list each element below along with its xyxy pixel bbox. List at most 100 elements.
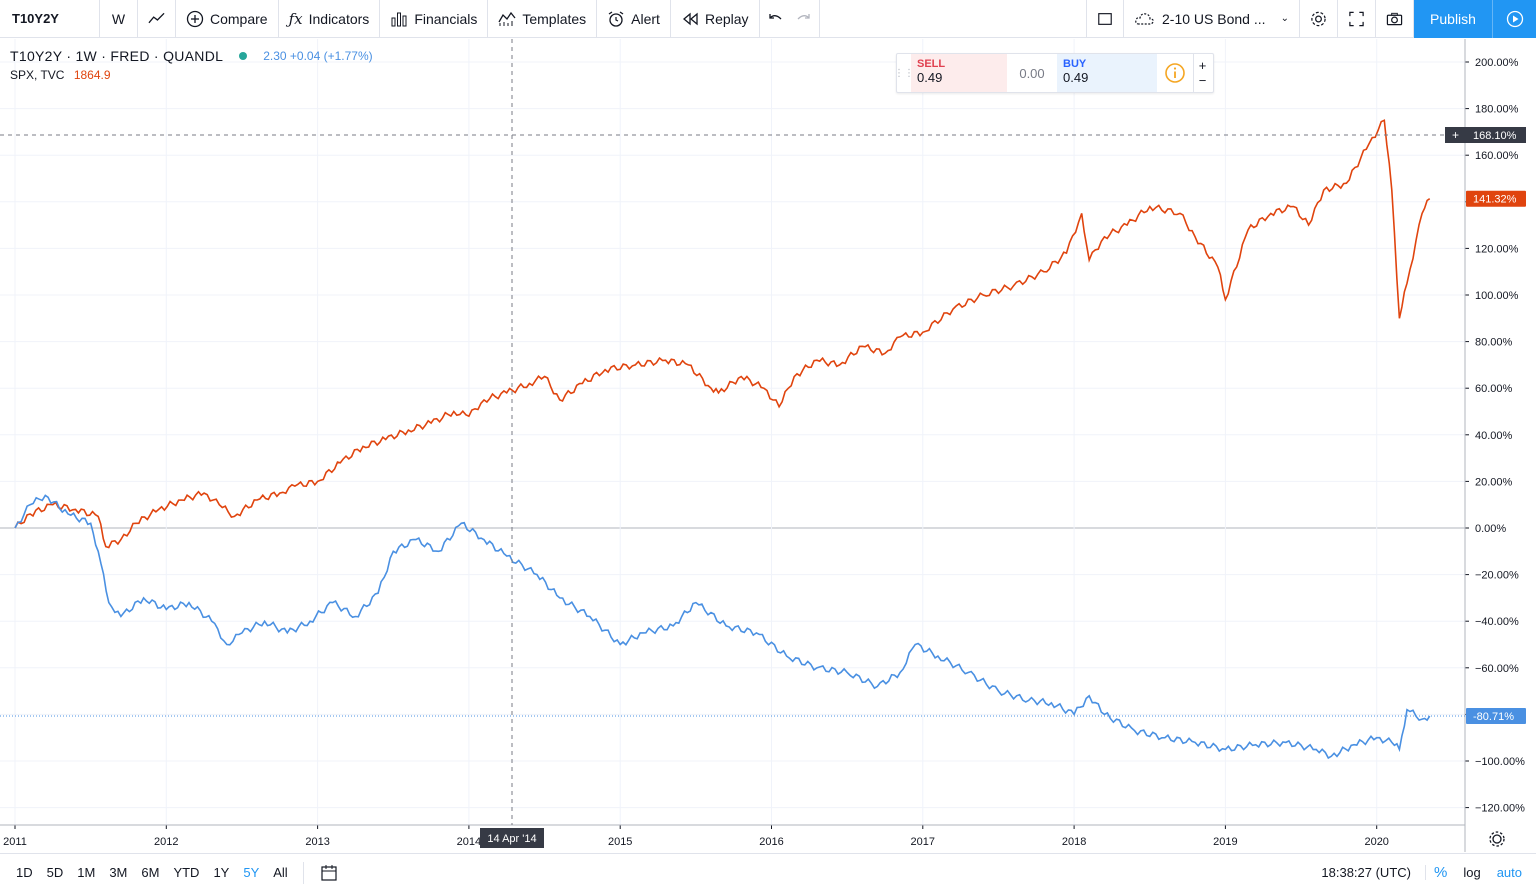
axis-settings-gear-icon[interactable] (1489, 831, 1505, 847)
redo-icon (797, 13, 810, 19)
range-button-1m[interactable]: 1M (77, 865, 96, 880)
legend-compare-row[interactable]: SPX, TVC 1864.9 (10, 68, 373, 82)
chart-canvas[interactable]: 200.00%180.00%160.00%140.00%120.00%100.0… (0, 39, 1536, 852)
legend-compare-symbol: SPX, TVC (10, 68, 65, 82)
buy-label: BUY (1063, 58, 1087, 70)
x-tick-label: 2012 (154, 836, 178, 848)
add-alert-plus-icon[interactable]: + (1452, 128, 1459, 142)
line-chart-icon (148, 12, 165, 23)
publish-button[interactable]: Publish (1414, 0, 1492, 38)
x-tick-label: 2018 (1062, 836, 1086, 848)
layout-selector[interactable]: 2-10 US Bond ... ⌄ (1124, 0, 1300, 38)
t10y2y-last-badge-bg (1466, 708, 1526, 725)
crosshair-date-bg (480, 828, 544, 848)
financials-button[interactable]: Financials (380, 0, 489, 38)
publish-menu-button[interactable] (1492, 0, 1536, 38)
indicators-button[interactable]: ƒx Indicators (279, 0, 381, 38)
calendar-icon (321, 864, 337, 881)
percent-scale-toggle[interactable]: % (1433, 864, 1448, 881)
redo-button[interactable] (790, 0, 820, 38)
bar-chart-icon (391, 12, 407, 26)
log-scale-toggle[interactable]: log (1463, 865, 1481, 880)
symbol-label: T10Y2Y (12, 11, 59, 26)
range-button-5d[interactable]: 5D (46, 865, 64, 880)
series-line-t10y2y[interactable] (14, 494, 1431, 760)
chart-style-button[interactable] (138, 0, 176, 38)
y-tick-label: −40.00% (1475, 616, 1519, 628)
function-icon: ƒx (288, 9, 303, 28)
fullscreen-layout-button[interactable] (1086, 0, 1124, 38)
undo-button[interactable] (760, 0, 790, 38)
layout-name: 2-10 US Bond ... (1162, 10, 1266, 27)
info-button[interactable] (1157, 54, 1193, 92)
auto-scale-toggle[interactable]: auto (1496, 865, 1522, 880)
range-button-all[interactable]: All (273, 865, 288, 880)
range-button-1y[interactable]: 1Y (213, 865, 230, 880)
replay-label: Replay (704, 10, 749, 27)
compare-label: Compare (210, 10, 268, 27)
undo-icon (768, 13, 782, 19)
interval-button[interactable]: W (100, 0, 138, 38)
replay-button[interactable]: Replay (671, 0, 760, 38)
legend-main-row[interactable]: T10Y2Y · 1W · FRED · QUANDL 2.30 +0.04 (… (10, 48, 373, 64)
alert-button[interactable]: Alert (597, 0, 671, 38)
trade-widget: ⋮⋮ SELL 0.49 0.00 BUY 0.49 + − (894, 53, 1214, 93)
templates-icon (498, 11, 516, 26)
compare-button[interactable]: Compare (176, 0, 279, 38)
alarm-clock-icon (608, 10, 624, 27)
x-tick-label: 2015 (608, 836, 632, 848)
date-range-group: 1D 5D 1M 3M 6M YTD 1Y 5Y All (0, 865, 295, 880)
x-tick-label: 2020 (1364, 836, 1388, 848)
series-line-spx[interactable] (14, 119, 1431, 549)
legend-main-symbol: T10Y2Y · 1W · FRED · QUANDL (10, 48, 224, 64)
market-status-icon (239, 52, 248, 60)
publish-label: Publish (1430, 10, 1476, 27)
y-tick-label: 60.00% (1475, 383, 1513, 395)
drag-handle-icon[interactable]: ⋮⋮ (894, 67, 914, 79)
sell-button[interactable]: SELL 0.49 (911, 54, 1007, 92)
templates-label: Templates (522, 10, 587, 27)
range-button-5y[interactable]: 5Y (243, 865, 260, 880)
crosshair-price-label: 168.10% (1473, 130, 1517, 142)
y-tick-label: 40.00% (1475, 430, 1513, 442)
plus-icon[interactable]: + (1198, 58, 1207, 73)
financials-label: Financials (414, 10, 478, 27)
fullscreen-button[interactable] (1338, 0, 1376, 38)
top-toolbar: T10Y2Y W Compare ƒx Indicators Financial… (0, 0, 1536, 38)
range-button-ytd[interactable]: YTD (173, 865, 200, 880)
snapshot-button[interactable] (1376, 0, 1414, 38)
settings-button[interactable] (1300, 0, 1338, 38)
chart-area[interactable]: 200.00%180.00%160.00%140.00%120.00%100.0… (0, 39, 1536, 852)
symbol-search-button[interactable]: T10Y2Y (0, 0, 100, 38)
cloud-icon (1135, 12, 1154, 25)
y-tick-label: 0.00% (1475, 523, 1506, 535)
alert-label: Alert (631, 10, 660, 27)
clock-timezone[interactable]: 18:38:27 (UTC) (1307, 865, 1426, 880)
buy-button[interactable]: BUY 0.49 (1057, 54, 1157, 92)
templates-button[interactable]: Templates (488, 0, 598, 38)
crosshair-price-bg (1445, 127, 1526, 143)
y-tick-label: 20.00% (1475, 476, 1513, 488)
y-tick-label: 100.00% (1475, 290, 1519, 302)
info-icon (1165, 63, 1185, 83)
range-button-6m[interactable]: 6M (141, 865, 160, 880)
y-tick-label: −120.00% (1475, 803, 1525, 815)
minus-icon[interactable]: − (1198, 73, 1207, 88)
buy-price: 0.49 (1063, 70, 1089, 85)
y-tick-label: 80.00% (1475, 337, 1513, 349)
chart-legend: T10Y2Y · 1W · FRED · QUANDL 2.30 +0.04 (… (10, 48, 373, 82)
rewind-icon (682, 12, 698, 25)
divider (302, 861, 304, 884)
x-tick-label: 2019 (1213, 836, 1237, 848)
x-tick-label: 2014 (457, 836, 481, 848)
range-button-3m[interactable]: 3M (109, 865, 128, 880)
range-button-1d[interactable]: 1D (16, 865, 33, 880)
camera-icon (1386, 12, 1403, 25)
chevron-down-icon: ⌄ (1280, 13, 1289, 24)
go-to-date-button[interactable] (312, 864, 346, 882)
indicators-label: Indicators (308, 10, 370, 27)
t10y2y-last-badge: -80.71% (1473, 711, 1514, 723)
spx-last-badge: 141.32% (1473, 194, 1517, 206)
y-tick-label: 120.00% (1475, 243, 1519, 255)
x-tick-label: 2016 (759, 836, 783, 848)
